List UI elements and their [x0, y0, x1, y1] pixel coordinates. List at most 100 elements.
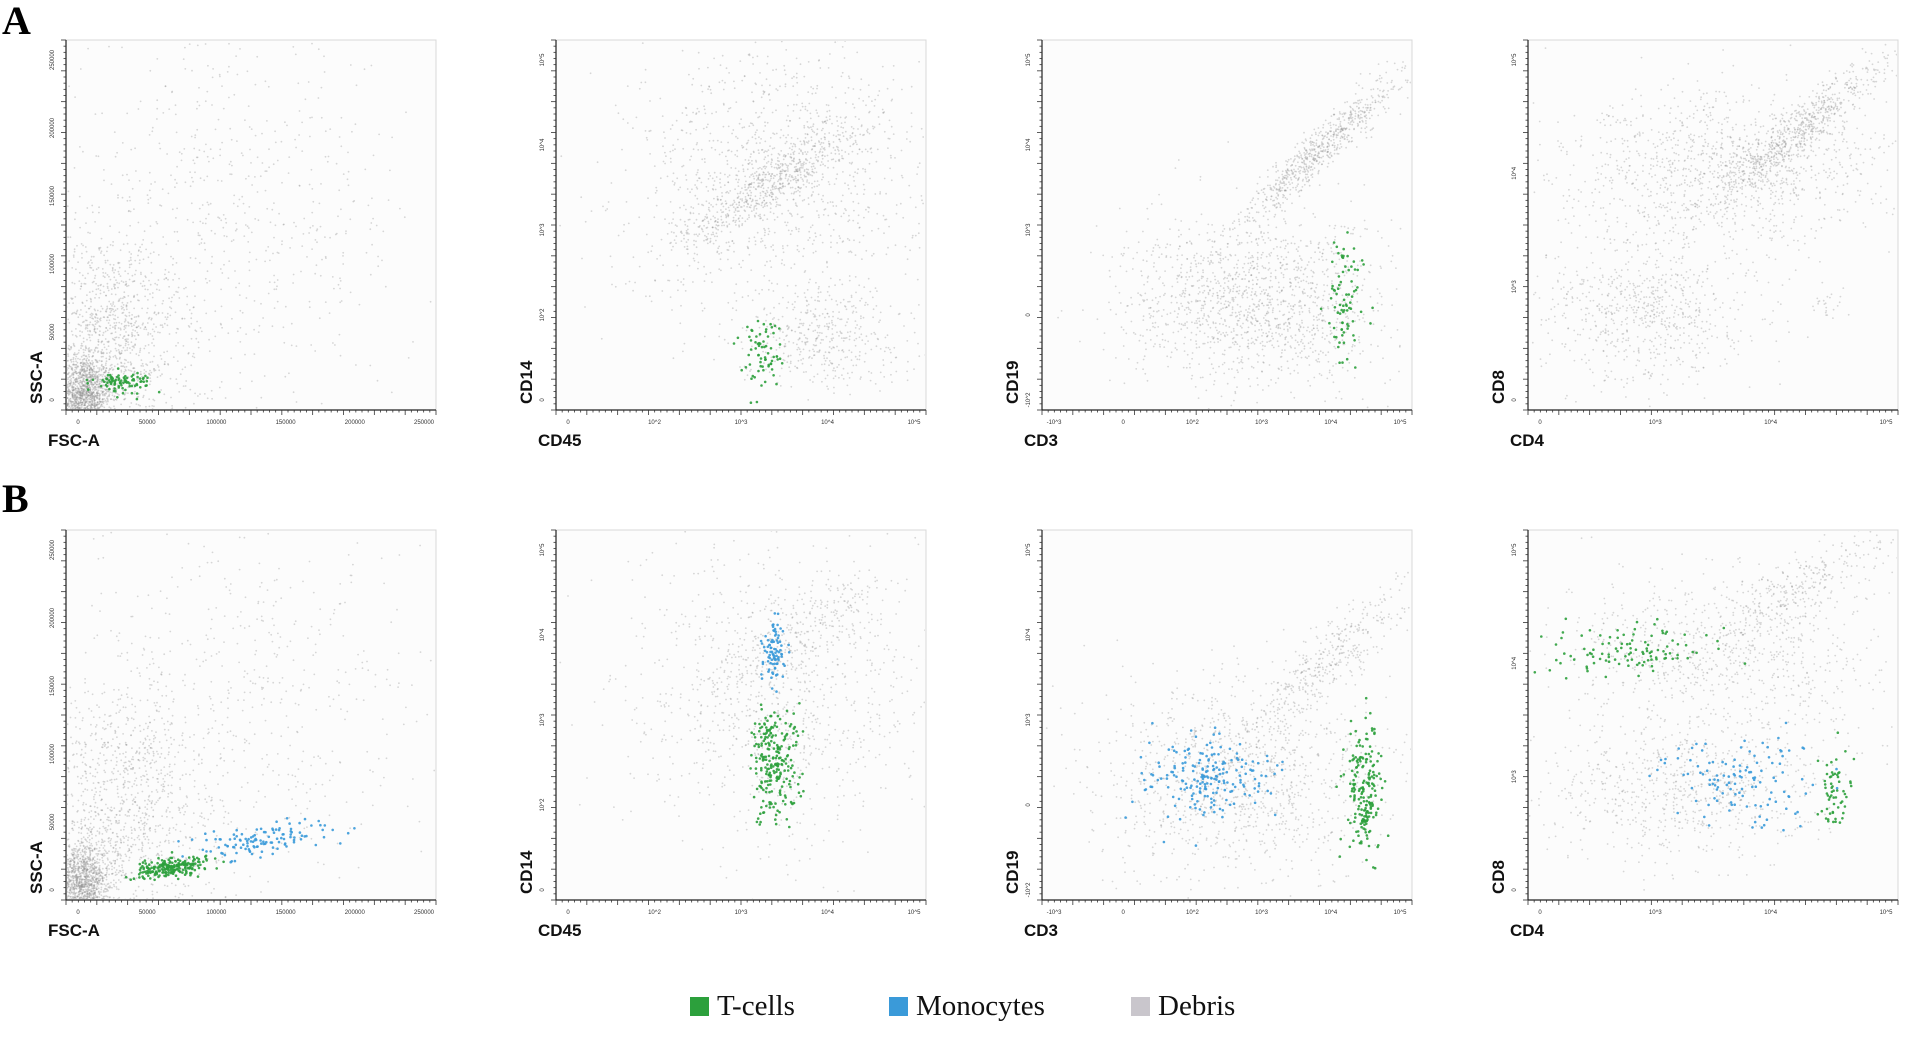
event-dot-debris — [84, 327, 87, 330]
event-dot-debris — [90, 406, 93, 409]
event-dot-debris — [247, 105, 250, 107]
event-dot-debris — [113, 405, 115, 408]
event-dot-debris — [737, 178, 740, 181]
event-dot-debris — [112, 308, 114, 311]
event-dot-debris — [43, 280, 45, 282]
event-dot-debris — [785, 119, 788, 122]
event-dot-debris — [311, 211, 314, 214]
event-dot-debris — [240, 152, 243, 155]
event-dot-debris — [614, 104, 617, 107]
event-dot-debris — [139, 373, 142, 376]
event-dot-debris — [62, 395, 64, 397]
event-dot-debris — [836, 120, 839, 122]
event-dot-debris — [80, 342, 83, 345]
event-dot-debris — [90, 267, 93, 269]
event-dot-debris — [63, 389, 65, 391]
event-dot-debris — [705, 185, 708, 188]
event-dot-debris — [133, 307, 136, 310]
event-dot-debris — [92, 355, 94, 358]
event-dot-debris — [207, 64, 209, 67]
event-dot-debris — [81, 421, 83, 423]
event-dot-debris — [204, 100, 207, 103]
event-dot-debris — [123, 393, 126, 396]
event-dot-debris — [83, 392, 86, 394]
event-dot-debris — [83, 388, 85, 390]
event-dot-debris — [99, 383, 101, 385]
event-dot-debris — [203, 150, 206, 153]
event-dot-debris — [848, 275, 851, 277]
event-dot-debris — [79, 372, 82, 374]
event-dot-debris — [801, 151, 804, 154]
event-dot-debris — [881, 108, 884, 111]
event-dot-debris — [92, 387, 95, 390]
event-dot-debris — [106, 319, 108, 322]
event-dot-debris — [263, 375, 266, 377]
event-dot-debris — [85, 369, 88, 372]
event-dot-debris — [93, 367, 95, 370]
event-dot-debris — [323, 71, 326, 73]
event-dot-debris — [166, 28, 168, 30]
event-dot-debris — [220, 381, 223, 383]
event-dot-debris — [98, 247, 100, 250]
event-dot-debris — [705, 273, 708, 276]
event-dot-debris — [869, 148, 872, 150]
event-dot-debris — [68, 322, 71, 324]
event-dot-debris — [727, 181, 730, 184]
event-dot-debris — [95, 313, 97, 315]
event-dot-debris — [115, 349, 118, 352]
event-dot-debris — [149, 69, 152, 72]
event-dot-debris — [104, 364, 107, 366]
event-dot-debris — [94, 399, 96, 402]
event-dot-debris — [122, 337, 124, 339]
event-dot-debris — [126, 484, 128, 486]
event-dot-debris — [67, 378, 69, 381]
event-dot-debris — [780, 150, 783, 152]
event-dot-debris — [632, 289, 634, 292]
event-dot-debris — [774, 188, 776, 190]
event-dot-debris — [72, 412, 74, 414]
event-dot-debris — [720, 198, 722, 201]
event-dot-debris — [808, 236, 811, 239]
event-dot-debris — [96, 452, 98, 454]
event-dot-debris — [463, 297, 465, 299]
event-dot-debris — [90, 426, 92, 428]
event-dot-debris — [426, 35, 428, 37]
event-dot-debris — [559, 224, 561, 227]
event-dot-debris — [60, 335, 62, 337]
event-dot-debris — [271, 325, 274, 328]
event-dot-debris — [36, 293, 38, 295]
event-dot-debris — [79, 330, 81, 333]
event-dot-debris — [818, 216, 820, 219]
event-dot-debris — [862, 183, 865, 186]
event-dot-debris — [103, 415, 105, 417]
event-dot-debris — [132, 345, 135, 347]
event-dot-debris — [654, 279, 656, 282]
event-dot-debris — [96, 397, 98, 400]
event-dot-debris — [113, 310, 115, 313]
event-dot-debris — [42, 409, 44, 411]
event-dot-debris — [73, 382, 76, 385]
event-dot-debris — [127, 341, 129, 343]
event-dot-debris — [819, 234, 822, 237]
event-dot-debris — [88, 413, 90, 415]
event-dot-debris — [72, 363, 74, 366]
event-dot-debris — [62, 391, 64, 393]
event-dot-debris — [809, 112, 812, 115]
event-dot-debris — [135, 170, 137, 172]
event-dot-debris — [748, 53, 751, 55]
event-dot-debris — [69, 391, 71, 393]
event-dot-debris — [51, 470, 53, 472]
event-dot-debris — [96, 361, 99, 364]
event-dot-debris — [370, 222, 373, 224]
event-dot-debris — [67, 404, 69, 407]
event-dot-debris — [113, 395, 116, 398]
event-dot-debris — [76, 407, 78, 409]
event-dot-debris — [295, 225, 297, 228]
event-dot-debris — [261, 132, 263, 135]
event-dot-debris — [713, 197, 715, 200]
event-dot-debris — [106, 388, 108, 391]
event-dot-debris — [100, 364, 103, 367]
event-dot-debris — [785, 224, 788, 227]
event-dot-debris — [71, 392, 74, 395]
event-dot-debris — [291, 237, 293, 239]
